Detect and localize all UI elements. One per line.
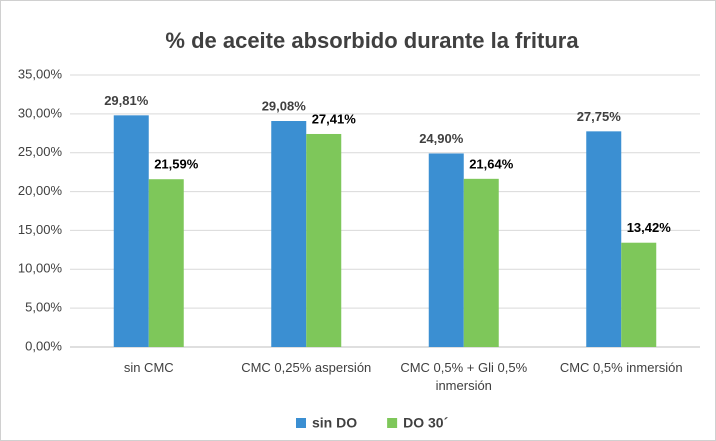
x-tick-label: CMC 0,5% inmersión	[559, 360, 683, 375]
y-tick-label: 5,00%	[25, 300, 62, 315]
bar	[586, 131, 622, 347]
y-tick-label: 35,00%	[18, 66, 63, 81]
bar	[428, 153, 464, 347]
bar	[271, 121, 307, 347]
legend-swatch	[387, 418, 398, 428]
bar	[148, 179, 184, 347]
data-label: 29,81%	[104, 93, 149, 108]
y-tick-label: 25,00%	[18, 144, 63, 159]
data-label: 27,75%	[577, 109, 622, 124]
legend-label: DO 30´	[403, 415, 448, 431]
data-label: 27,41%	[312, 111, 357, 126]
bar	[463, 178, 499, 347]
x-tick-label: sin CMC	[123, 360, 174, 375]
y-tick-label: 15,00%	[18, 222, 63, 237]
chart-title: % de aceite absorbido durante la fritura	[165, 28, 579, 53]
x-tick-label: CMC 0,25% aspersión	[241, 360, 372, 375]
data-label: 29,08%	[262, 98, 307, 113]
x-tick-label: CMC 0,5% + Gli 0,5% inmersión	[400, 360, 528, 393]
y-tick-label: 10,00%	[18, 261, 63, 276]
data-label: 13,42%	[627, 220, 672, 235]
y-tick-label: 20,00%	[18, 183, 63, 198]
data-label: 21,64%	[469, 156, 514, 171]
data-label: 21,59%	[154, 157, 199, 172]
y-tick-label: 30,00%	[18, 105, 63, 120]
y-tick-label: 0,00%	[25, 338, 62, 353]
bar	[113, 115, 149, 348]
legend-swatch	[296, 418, 306, 428]
legend-label: sin DO	[312, 415, 357, 431]
data-label: 24,90%	[419, 131, 464, 146]
bar	[621, 242, 657, 347]
bar	[306, 133, 342, 347]
